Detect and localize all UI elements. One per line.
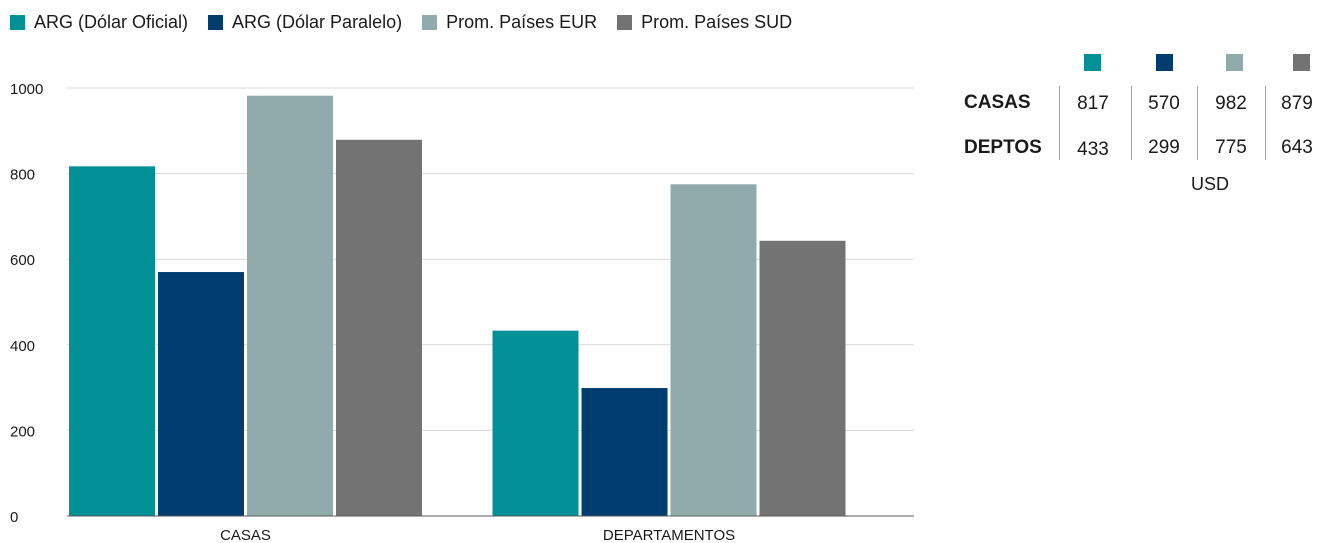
legend-label: Prom. Países EUR	[446, 12, 598, 32]
x-category-label: DEPARTAMENTOS	[603, 527, 735, 543]
bar	[336, 139, 422, 516]
y-tick-label: 1000	[10, 81, 43, 98]
y-tick-label: 400	[10, 338, 35, 355]
series-color-marker	[1156, 54, 1173, 71]
row-label-deptos: DEPTOS	[964, 137, 1042, 158]
row-label-casas: CASAS	[964, 92, 1031, 113]
legend-label: ARG (Dólar Paralelo)	[232, 12, 403, 32]
series-color-marker	[1293, 54, 1310, 71]
bar	[247, 95, 333, 516]
bar	[69, 166, 155, 516]
bar-chart: 0 200 400 600 800 1000 CASAS DEPARTAMENTOS	[10, 81, 914, 543]
table-cell: 570	[1148, 93, 1180, 114]
y-tick-label: 600	[10, 252, 35, 269]
bar	[759, 240, 846, 516]
y-tick-label: 800	[10, 167, 35, 184]
series-color-marker	[1084, 54, 1101, 71]
legend-label: Prom. Países SUD	[641, 12, 793, 32]
summary-table: CASAS 817 570 982 879 DEPTOS 433 299 775…	[952, 50, 1313, 200]
legend-swatch	[422, 15, 438, 30]
table-divider	[1265, 86, 1266, 160]
legend-swatch	[617, 15, 633, 30]
legend-item-prom-sud: Prom. Países SUD	[617, 12, 792, 33]
series-color-marker	[1226, 54, 1243, 71]
y-tick-label: 0	[10, 509, 18, 526]
table-cell: 879	[1281, 93, 1313, 114]
y-tick-label: 200	[10, 423, 35, 440]
bar	[492, 330, 579, 516]
unit-label: USD	[1191, 174, 1230, 194]
x-category-label: CASAS	[220, 527, 271, 543]
chart-legend: ARG (Dólar Oficial) ARG (Dólar Paralelo)…	[10, 12, 792, 33]
table-divider	[1059, 86, 1060, 160]
legend-swatch	[10, 15, 25, 30]
table-divider	[1131, 86, 1132, 160]
legend-item-prom-eur: Prom. Países EUR	[422, 12, 597, 33]
table-cell: 299	[1148, 137, 1180, 158]
legend-item-arg-paralelo: ARG (Dólar Paralelo)	[208, 12, 402, 33]
table-cell: 982	[1215, 93, 1247, 114]
legend-item-arg-oficial: ARG (Dólar Oficial)	[10, 12, 188, 33]
bar	[670, 184, 757, 517]
table-cell: 433	[1077, 139, 1109, 160]
legend-swatch	[208, 15, 224, 30]
table-cell: 817	[1077, 93, 1109, 114]
legend-label: ARG (Dólar Oficial)	[34, 12, 189, 32]
table-cell: 643	[1281, 137, 1313, 158]
bar	[581, 388, 668, 516]
bar	[158, 272, 244, 516]
table-divider	[1197, 86, 1198, 160]
table-cell: 775	[1215, 137, 1247, 158]
